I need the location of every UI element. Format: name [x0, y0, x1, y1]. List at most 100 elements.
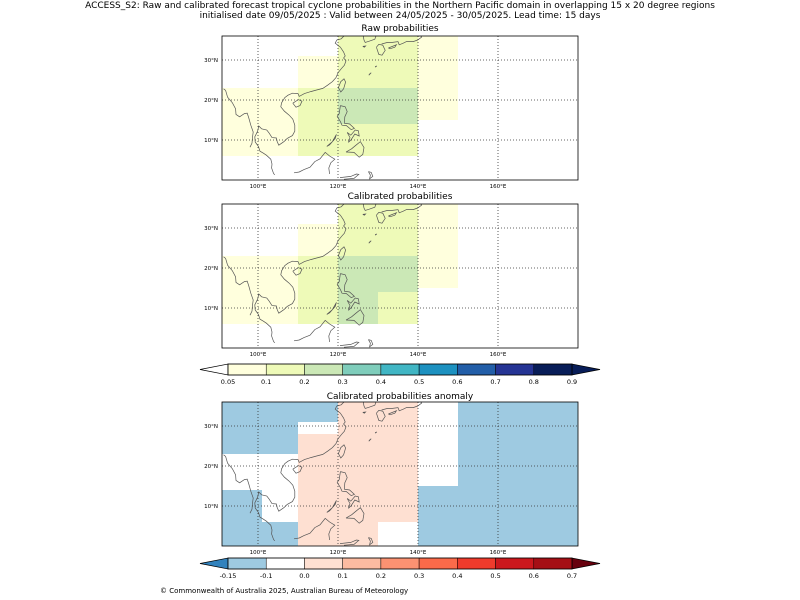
heatmap-cell — [222, 256, 262, 324]
coastline — [346, 495, 360, 509]
figure-title-line1: ACCESS_S2: Raw and calibrated forecast t… — [85, 1, 715, 11]
colorbar-under-arrow — [199, 363, 229, 376]
colorbar-over-arrow — [571, 363, 601, 376]
colorbar-tick-label: 0.3 — [414, 572, 424, 580]
colorbar-segment — [227, 557, 267, 570]
colorbar-over-arrow — [571, 557, 601, 570]
heatmap-cell — [338, 256, 378, 292]
colorbar-under-arrow — [199, 557, 229, 570]
ytick-label: 30°N — [204, 58, 218, 64]
colorbar-tick-label: 0.5 — [414, 378, 424, 386]
figure-title-line2: initialised date 09/05/2025 : Valid betw… — [199, 11, 601, 21]
coastline — [346, 297, 360, 311]
ytick-label: 10°N — [204, 306, 218, 312]
xtick-label: 160°E — [490, 550, 507, 556]
colorbar-tick-label: -0.15 — [220, 572, 237, 580]
ytick-label: 10°N — [204, 138, 218, 144]
coastline — [326, 500, 337, 513]
heatmap-cell — [418, 402, 458, 486]
ytick-label: 20°N — [204, 266, 218, 272]
coastline — [293, 319, 336, 343]
colorbar-tick-label: 0.4 — [452, 572, 462, 580]
colorbar-segment — [418, 557, 458, 570]
coastline — [293, 151, 336, 175]
colorbar-tick-label: 0.1 — [337, 572, 347, 580]
copyright-note: © Commonwealth of Australia 2025, Austra… — [160, 587, 409, 595]
xtick-label: 140°E — [410, 352, 427, 358]
ytick-label: 30°N — [204, 424, 218, 430]
panel-title-calibrated: Calibrated probabilities — [347, 192, 453, 202]
coastline — [376, 212, 386, 224]
coastline — [376, 410, 386, 422]
ytick-label: 30°N — [204, 226, 218, 232]
heatmap-cell — [298, 224, 338, 256]
panel-frame — [221, 401, 579, 547]
colorbar-segment — [380, 363, 420, 376]
coastline — [326, 302, 337, 315]
coastline — [345, 141, 365, 158]
coastline — [368, 537, 374, 546]
coastline — [362, 213, 367, 216]
colorbar-tick-label: 0.1 — [261, 378, 271, 386]
colorbar-tick-label: 0.3 — [337, 378, 347, 386]
coastline — [346, 129, 360, 143]
heatmap-cell — [298, 256, 338, 324]
xtick-label: 120°E — [330, 184, 347, 190]
xtick-label: 100°E — [250, 352, 267, 358]
colorbar-segment — [418, 363, 458, 376]
colorbar-tick-label: 0.6 — [529, 572, 539, 580]
coastline — [223, 256, 254, 316]
colorbar-tick-label: 0.4 — [376, 378, 386, 386]
plot-area-raw — [222, 36, 578, 180]
panel-frame — [221, 35, 579, 181]
colorbar-frame — [227, 557, 573, 570]
coastline — [339, 341, 360, 348]
heatmap-cell — [378, 88, 418, 124]
colorbar-segment — [304, 557, 343, 570]
coastline — [362, 45, 367, 48]
coastline — [376, 44, 386, 56]
probability-colorbar: 0.05 0.1 0.2 0.3 0.4 0.5 0.6 0.7 0.8 0.9 — [199, 363, 601, 386]
coastline — [339, 173, 360, 180]
panel-frame — [221, 203, 579, 349]
heatmap-cell — [222, 36, 258, 88]
xtick-label: 140°E — [410, 184, 427, 190]
colorbar-tick-label: 0.05 — [221, 378, 235, 386]
heatmap-cell — [338, 402, 418, 454]
colorbar-frame — [227, 363, 573, 376]
anomaly-colorbar: -0.15 -0.1 0.0 0.1 0.2 0.3 0.4 0.5 0.6 0.7 — [199, 557, 601, 580]
coastline — [368, 240, 372, 244]
colorbar-segment — [457, 363, 496, 376]
heatmap-cell — [222, 454, 262, 490]
coastline — [293, 517, 336, 541]
coastline — [374, 233, 378, 236]
colorbar-segment — [533, 363, 573, 376]
colorbar-tick-label: -0.1 — [260, 572, 273, 580]
colorbar-segment — [342, 557, 382, 570]
coastline — [254, 36, 347, 176]
heatmap-cell — [262, 88, 298, 156]
colorbar-segment — [457, 557, 496, 570]
colorbar-tick-label: 0.7 — [490, 378, 500, 386]
colorbar-segment — [495, 557, 535, 570]
coastline — [338, 246, 346, 261]
heatmap-cell — [418, 204, 458, 288]
coastline — [345, 507, 365, 524]
coastline — [368, 72, 372, 76]
colorbar-tick-label: 0.2 — [376, 572, 386, 580]
coastline — [338, 78, 346, 93]
panel-title-raw: Raw probabilities — [361, 24, 439, 34]
coastline — [223, 454, 254, 514]
xtick-label: 120°E — [330, 352, 347, 358]
heatmap-cell — [262, 454, 298, 522]
heatmap-cell — [338, 454, 418, 486]
coastline — [254, 204, 347, 344]
coastline — [362, 204, 377, 211]
coastline — [368, 438, 372, 442]
xtick-label: 160°E — [490, 184, 507, 190]
heatmap-cell — [298, 56, 338, 88]
coastline — [381, 36, 423, 46]
coastline — [388, 410, 398, 416]
colorbar-tick-label: 0.9 — [567, 378, 577, 386]
